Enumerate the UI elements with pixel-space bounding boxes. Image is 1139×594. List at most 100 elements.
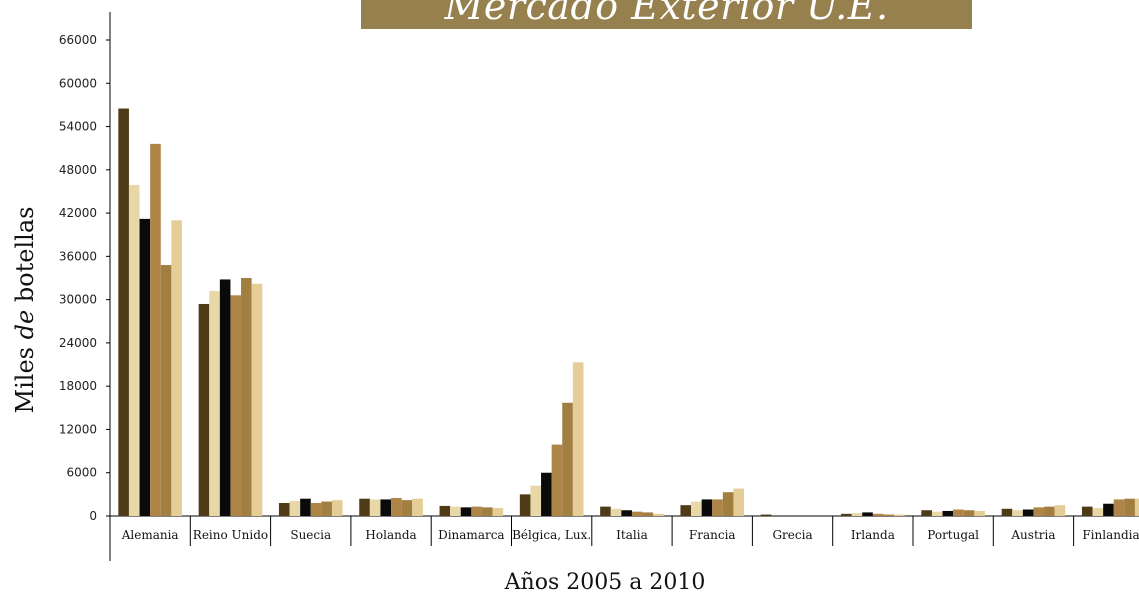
bar bbox=[942, 510, 954, 516]
x-tick-label: Alemania bbox=[121, 528, 179, 542]
bar bbox=[171, 220, 182, 516]
bar bbox=[760, 514, 772, 516]
bar bbox=[380, 499, 392, 516]
y-tick-label: 54000 bbox=[59, 120, 97, 134]
bar bbox=[894, 514, 905, 516]
bar bbox=[1033, 507, 1045, 516]
bar bbox=[1124, 498, 1135, 516]
x-tick-label: Suecia bbox=[290, 528, 331, 542]
bar bbox=[974, 510, 985, 516]
bar bbox=[642, 512, 654, 516]
bar bbox=[219, 279, 231, 516]
bar bbox=[310, 503, 322, 516]
x-tick-label: Holanda bbox=[365, 528, 416, 542]
bar bbox=[562, 402, 573, 516]
y-axis-label: Miles de botellas bbox=[11, 207, 39, 414]
bar bbox=[278, 503, 290, 516]
bar bbox=[733, 488, 745, 516]
bars bbox=[118, 108, 1139, 517]
bar bbox=[160, 265, 172, 516]
bar bbox=[1022, 509, 1034, 516]
bar bbox=[541, 472, 552, 516]
x-tick-label: Portugal bbox=[927, 528, 979, 542]
y-tick-label: 30000 bbox=[59, 293, 97, 307]
y-tick-label: 60000 bbox=[59, 76, 97, 90]
bar bbox=[492, 508, 504, 516]
bar bbox=[680, 505, 692, 516]
chart-title: Mercado Exterior U.E. bbox=[444, 0, 889, 28]
bar bbox=[631, 511, 643, 516]
bar bbox=[841, 513, 852, 516]
bar bbox=[1134, 498, 1139, 516]
bar bbox=[450, 506, 461, 516]
x-ticks: Alemania Reino Unido Suecia Holanda Dinamarc… bbox=[121, 516, 1139, 546]
bar bbox=[851, 513, 863, 516]
bar bbox=[289, 500, 301, 516]
bar bbox=[331, 500, 343, 516]
bar bbox=[439, 505, 451, 516]
x-tick-label: Bélgica, Lux. bbox=[512, 528, 591, 542]
bar bbox=[572, 362, 584, 516]
bar bbox=[391, 497, 402, 516]
x-tick-label: Dinamarca bbox=[438, 528, 505, 542]
bar bbox=[241, 278, 252, 516]
x-tick-label: Grecia bbox=[772, 528, 812, 542]
bar bbox=[150, 143, 161, 516]
x-tick-label: Reino Unido bbox=[193, 528, 268, 542]
chart-title-banner: Mercado Exterior U.E. bbox=[361, 0, 972, 29]
bar bbox=[230, 295, 242, 516]
bar bbox=[600, 506, 611, 516]
y-tick-label: 48000 bbox=[59, 163, 97, 177]
bar bbox=[862, 512, 873, 516]
bar bbox=[653, 513, 664, 516]
x-tick-label: Finlandia bbox=[1082, 528, 1139, 542]
y-tick-label: 42000 bbox=[59, 206, 97, 220]
bar bbox=[321, 501, 332, 516]
bar bbox=[610, 508, 622, 516]
bar bbox=[300, 498, 311, 516]
bar bbox=[128, 184, 140, 517]
bar bbox=[1044, 506, 1055, 516]
y-tick-label: 18000 bbox=[59, 379, 97, 393]
bar bbox=[460, 507, 472, 516]
bar bbox=[359, 498, 370, 516]
bar bbox=[712, 499, 723, 516]
bar bbox=[139, 218, 151, 517]
bar bbox=[481, 507, 493, 516]
y-ticks: 0 6000 12000 18000 24000 30000 36000 42000 48000… bbox=[59, 33, 110, 523]
bar bbox=[691, 501, 702, 516]
bar bbox=[1012, 510, 1023, 516]
bar bbox=[1103, 503, 1114, 516]
y-tick-label: 24000 bbox=[59, 336, 97, 350]
bar bbox=[872, 513, 884, 516]
bar bbox=[118, 108, 129, 517]
bar bbox=[471, 506, 482, 516]
bar bbox=[1001, 508, 1013, 516]
x-tick-label: Irlanda bbox=[851, 528, 895, 542]
bar bbox=[701, 499, 713, 516]
bar bbox=[621, 510, 632, 516]
y-tick-label: 0 bbox=[89, 509, 97, 523]
bar bbox=[369, 499, 381, 516]
y-tick-label: 66000 bbox=[59, 33, 97, 47]
bar bbox=[963, 510, 975, 516]
y-tick-label: 6000 bbox=[66, 466, 97, 480]
bar bbox=[519, 494, 531, 516]
bar bbox=[921, 510, 932, 516]
bar bbox=[1081, 506, 1093, 516]
bar bbox=[1054, 505, 1066, 516]
bar bbox=[1092, 508, 1104, 516]
bar bbox=[931, 511, 943, 516]
bar bbox=[412, 498, 423, 516]
x-tick-label: Francia bbox=[689, 528, 736, 542]
bar bbox=[251, 283, 263, 516]
bar bbox=[209, 290, 220, 516]
axes bbox=[109, 12, 1139, 561]
bar bbox=[530, 485, 542, 516]
x-tick-label: Italia bbox=[616, 528, 648, 542]
bar bbox=[551, 444, 563, 516]
x-tick-label: Austria bbox=[1010, 528, 1055, 542]
bar bbox=[883, 514, 895, 516]
bar bbox=[722, 492, 734, 516]
